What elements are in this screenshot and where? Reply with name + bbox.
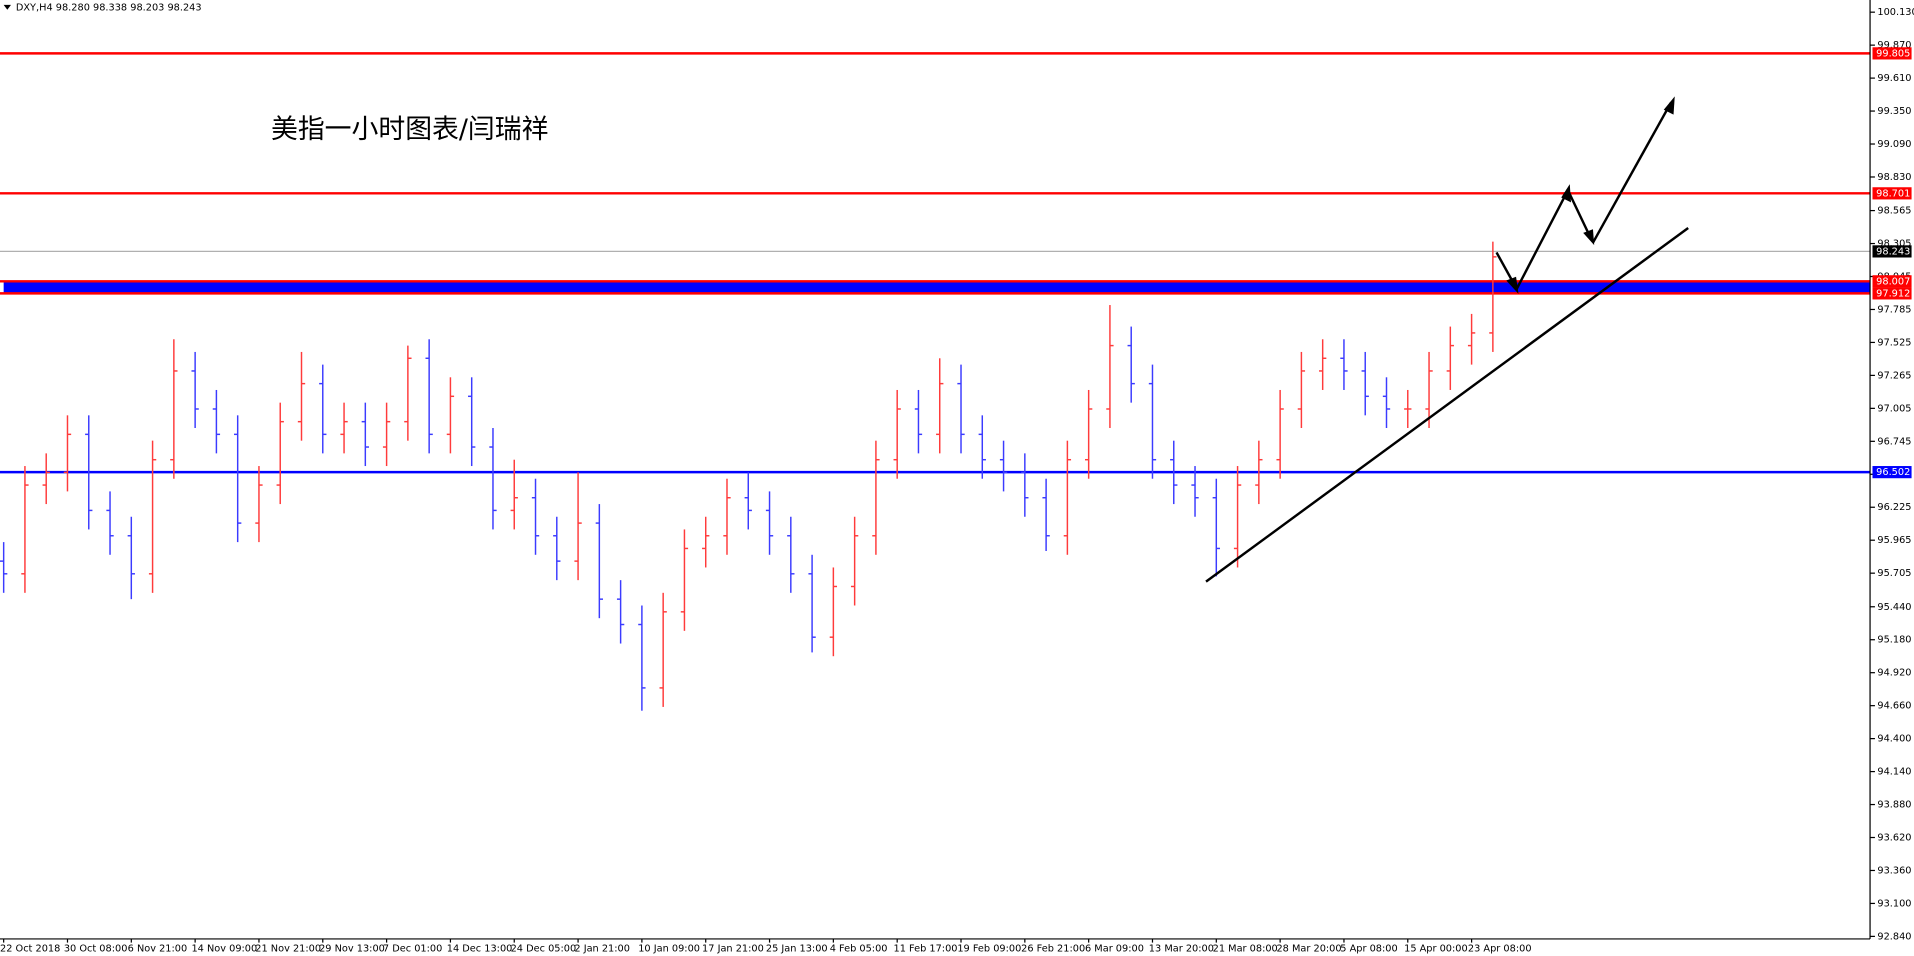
y-tick-label: 99.610 xyxy=(1877,73,1911,84)
arrow-head xyxy=(1663,96,1675,115)
x-tick-label: 15 Apr 00:00 xyxy=(1404,944,1468,955)
chart-header: DXY,H4 98.280 98.338 98.203 98.243 xyxy=(16,2,202,13)
x-tick-label: 30 Oct 08:00 xyxy=(64,944,128,955)
y-tick-label: 96.745 xyxy=(1877,436,1911,447)
y-tick-label: 99.870 xyxy=(1877,40,1911,51)
x-tick-label: 5 Apr 08:00 xyxy=(1340,944,1397,955)
x-tick-label: 23 Apr 08:00 xyxy=(1468,944,1532,955)
y-tick-label: 97.005 xyxy=(1877,403,1911,414)
x-tick-label: 2 Jan 21:00 xyxy=(574,944,630,955)
x-tick-label: 7 Dec 01:00 xyxy=(383,944,442,955)
y-tick-label: 93.360 xyxy=(1877,865,1911,876)
price-tag xyxy=(1872,245,1912,258)
y-tick-label: 96.225 xyxy=(1877,502,1911,513)
y-tick-label: 95.440 xyxy=(1877,602,1911,613)
x-tick-label: 21 Mar 08:00 xyxy=(1213,944,1278,955)
y-tick-label: 99.090 xyxy=(1877,139,1911,150)
x-tick-label: 13 Mar 20:00 xyxy=(1149,944,1214,955)
y-tick-label: 98.830 xyxy=(1877,172,1911,183)
arrow xyxy=(1514,190,1569,291)
level-tag xyxy=(1872,287,1912,300)
x-tick-label: 19 Feb 09:00 xyxy=(957,944,1021,955)
menu-icon xyxy=(3,4,11,10)
y-tick-label: 98.305 xyxy=(1877,239,1911,250)
level-label: 98.701 xyxy=(1876,188,1910,199)
x-tick-label: 14 Dec 13:00 xyxy=(447,944,513,955)
x-tick-label: 29 Nov 13:00 xyxy=(319,944,385,955)
y-tick-label: 93.620 xyxy=(1877,833,1911,844)
bar-layer xyxy=(0,241,1497,711)
x-tick-label: 17 Jan 21:00 xyxy=(702,944,764,955)
level-label: 98.007 xyxy=(1876,276,1910,287)
arrow-head xyxy=(1561,184,1571,203)
y-tick-label: 92.840 xyxy=(1877,931,1911,942)
x-tick-label: 25 Jan 13:00 xyxy=(766,944,828,955)
x-tick-label: 10 Jan 09:00 xyxy=(638,944,700,955)
x-tick-label: 24 Dec 05:00 xyxy=(511,944,577,955)
arrow-heads xyxy=(1506,96,1675,294)
x-tick-label: 28 Mar 20:00 xyxy=(1276,944,1341,955)
y-tick-label: 97.265 xyxy=(1877,370,1911,381)
level-label: 99.805 xyxy=(1876,48,1910,59)
y-tick-label: 98.565 xyxy=(1877,206,1911,217)
x-tick-label: 6 Nov 21:00 xyxy=(128,944,188,955)
y-tick-label: 95.965 xyxy=(1877,535,1911,546)
y-tick-label: 95.180 xyxy=(1877,635,1911,646)
level-tag xyxy=(1872,466,1912,479)
level-tag xyxy=(1872,187,1912,200)
arrow-head xyxy=(1506,276,1519,294)
zone xyxy=(3,281,1871,294)
y-tick-label: 97.525 xyxy=(1877,337,1911,348)
axis-layer: 100.130 99.870 99.610 99.350 99.090 98.830 98.… xyxy=(0,7,1914,955)
level-tag xyxy=(1872,47,1912,60)
y-tick-label: 93.100 xyxy=(1877,898,1911,909)
y-tick-label: 93.880 xyxy=(1877,800,1911,811)
level-layer xyxy=(0,52,1871,474)
x-tick-label: 14 Nov 09:00 xyxy=(191,944,257,955)
x-tick-label: 21 Nov 21:00 xyxy=(255,944,321,955)
annotation: 美指一小时图表/闫瑞祥 xyxy=(271,114,548,145)
trend-line xyxy=(1205,227,1689,583)
price-label: 98.243 xyxy=(1876,246,1910,257)
y-tick-label: 100.130 xyxy=(1877,7,1914,18)
level-label: 96.502 xyxy=(1876,467,1910,478)
x-tick-label: 26 Feb 21:00 xyxy=(1021,944,1085,955)
arrow xyxy=(1591,101,1673,244)
y-tick-label: 94.140 xyxy=(1877,767,1911,778)
arrow-head xyxy=(1583,229,1595,246)
y-tick-label: 99.350 xyxy=(1877,106,1911,117)
level-tag xyxy=(1872,275,1912,288)
x-tick-label: 11 Feb 17:00 xyxy=(894,944,958,955)
level-label: 97.912 xyxy=(1876,288,1910,299)
x-tick-label: 6 Mar 09:00 xyxy=(1085,944,1144,955)
y-tick-label: 94.660 xyxy=(1877,701,1911,712)
y-tick-label: 95.705 xyxy=(1877,568,1911,579)
y-tick-label: 97.785 xyxy=(1877,304,1911,315)
x-tick-label: 22 Oct 2018 xyxy=(0,944,60,955)
y-tick-label: 94.920 xyxy=(1877,668,1911,679)
x-tick-label: 4 Feb 05:00 xyxy=(830,944,888,955)
zone-layer xyxy=(3,281,1871,294)
y-tick-label: 94.400 xyxy=(1877,734,1911,745)
